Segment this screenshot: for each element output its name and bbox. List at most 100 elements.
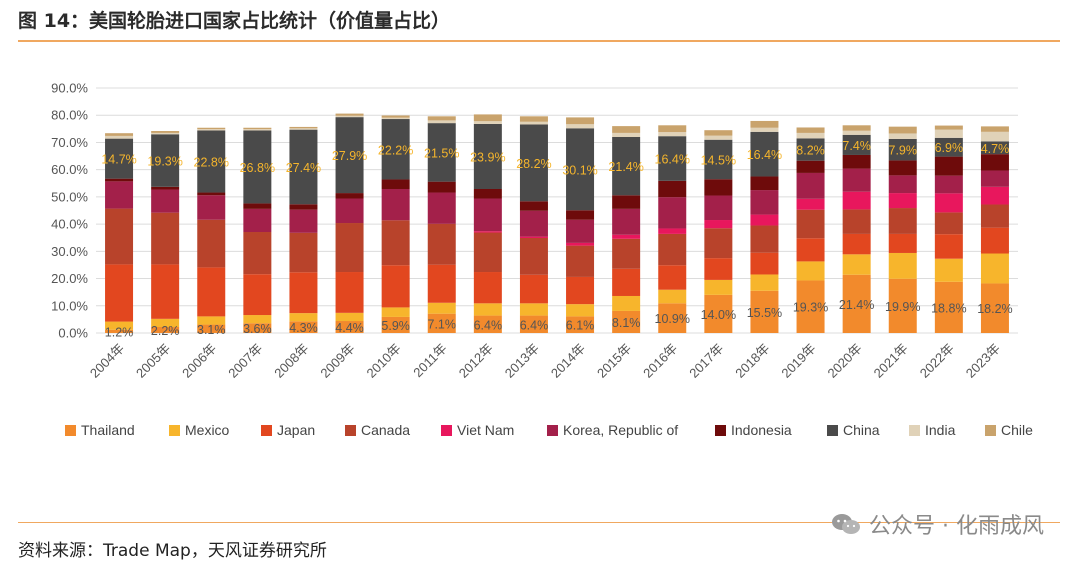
data-label-china: 7.9% [889, 144, 918, 158]
bar-segment-korea-republic-of [427, 192, 456, 224]
data-label-china: 22.8% [194, 156, 229, 170]
bar-segment-indonesia [612, 195, 641, 209]
bar-segment-korea-republic-of [842, 168, 871, 192]
x-tick-label: 2010年 [364, 341, 404, 381]
x-axis-ticks: 2004年 2005年 2006年 2007年 2008年 2009年 2010年 2011年… [87, 341, 1003, 381]
watermark: 公众号 · 化雨成风 [831, 508, 1044, 540]
bar-segment-canada [704, 228, 733, 259]
data-label-china: 7.4% [842, 139, 871, 153]
bar-segment-indonesia [658, 180, 687, 198]
bar-segment-china [381, 119, 410, 180]
data-label-thailand: 2.2% [151, 324, 180, 338]
legend-swatch [261, 425, 272, 436]
bar-segment-japan [427, 264, 456, 303]
bar-segment-thailand [289, 321, 318, 333]
data-label-china: 21.5% [424, 146, 459, 160]
bar-segment-thailand [335, 321, 364, 333]
header-divider [18, 40, 1060, 42]
data-label-thailand: 6.4% [520, 318, 549, 332]
legend-item: China [827, 422, 880, 438]
y-tick-label: 60.0% [51, 162, 88, 177]
bar-segment-china [704, 139, 733, 180]
bar-segment-japan [473, 272, 502, 304]
bar-segment-indonesia [842, 154, 871, 169]
legend-item: Chile [985, 422, 1033, 438]
bar-segment-viet-nam [842, 191, 871, 210]
bar-segment-canada [934, 212, 963, 235]
wechat-icon [832, 514, 861, 534]
bar-segment-indonesia [980, 154, 1009, 171]
legend-swatch [985, 425, 996, 436]
bar-segment-chile [105, 133, 134, 136]
y-tick-label: 70.0% [51, 135, 88, 150]
data-label-thailand: 6.1% [566, 319, 595, 333]
y-tick-label: 10.0% [51, 298, 88, 313]
bar-segment-korea-republic-of [888, 175, 917, 194]
bar-segment-china [612, 137, 641, 196]
bar-segment-indonesia [566, 210, 595, 220]
bar-segment-thailand [796, 280, 825, 333]
bar-segment-india [612, 132, 641, 137]
bar-segment-canada [473, 232, 502, 273]
y-tick-label: 80.0% [51, 108, 88, 123]
y-tick-label: 20.0% [51, 271, 88, 286]
bar-segment-china [980, 141, 1009, 155]
bar-segment-canada [151, 212, 180, 265]
bar-segment-indonesia [381, 179, 410, 189]
bars [105, 113, 1009, 333]
y-tick-label: 40.0% [51, 217, 88, 232]
x-tick-label: 2006年 [179, 341, 219, 381]
bar-segment-mexico [427, 302, 456, 314]
bar-segment-thailand [658, 303, 687, 333]
bar-segment-mexico [289, 313, 318, 322]
bar-segment-china [566, 128, 595, 211]
bar-segment-india [934, 129, 963, 138]
data-labels: 1.2% 14.7% 2.2% 19.3% 3.1% 22.8% 3.6% 26.8% 4.3%… [101, 139, 1012, 339]
bar-segment-india [842, 130, 871, 135]
bar-segment-canada [197, 219, 226, 268]
bar-segment-china [473, 123, 502, 189]
bar-segment-mexico [796, 261, 825, 281]
bar-segment-chile [289, 126, 318, 129]
data-label-thailand: 4.4% [335, 321, 364, 335]
x-tick-label: 2022年 [917, 341, 957, 381]
bar-segment-thailand [888, 278, 917, 333]
bar-segment-chile [335, 113, 364, 116]
bar-segment-viet-nam [750, 214, 779, 226]
page-title: 图 14：美国轮胎进口国家占比统计（价值量占比） [18, 10, 451, 32]
bar-segment-japan [980, 227, 1009, 254]
bar-segment-india [151, 132, 180, 135]
bar-segment-chile [612, 126, 641, 133]
x-tick-label: 2011年 [410, 341, 450, 381]
bar-segment-indonesia [105, 178, 134, 182]
legend-label: India [925, 422, 956, 438]
bar-segment-canada [566, 245, 595, 277]
bar-segment-canada [750, 225, 779, 253]
bar-segment-viet-nam [566, 242, 595, 246]
data-label-china: 8.2% [796, 144, 825, 158]
bar-segment-india [105, 135, 134, 139]
data-label-china: 19.3% [147, 155, 182, 169]
bar-segment-chile [473, 114, 502, 122]
x-tick-label: 2019年 [778, 341, 818, 381]
bar-segment-mexico [842, 254, 871, 275]
legend-swatch [827, 425, 838, 436]
bar-segment-viet-nam [796, 198, 825, 210]
y-tick-label: 90.0% [51, 81, 88, 96]
bar-segment-thailand [197, 324, 226, 333]
bar-segment-india [519, 121, 548, 125]
bar-segment-indonesia [888, 160, 917, 176]
bar-segment-china [243, 130, 272, 204]
bar-segment-china [750, 131, 779, 177]
bar-segment-chile [381, 115, 410, 118]
bar-segment-thailand [750, 290, 779, 333]
y-tick-label: 30.0% [51, 244, 88, 259]
bar-segment-japan [335, 272, 364, 313]
legend-item: Thailand [65, 422, 135, 438]
bar-segment-korea-republic-of [612, 208, 641, 235]
bar-segment-indonesia [427, 181, 456, 193]
bar-segment-indonesia [335, 193, 364, 199]
bar-segment-mexico [105, 321, 134, 330]
bar-segment-korea-republic-of [381, 188, 410, 221]
legend-swatch [65, 425, 76, 436]
